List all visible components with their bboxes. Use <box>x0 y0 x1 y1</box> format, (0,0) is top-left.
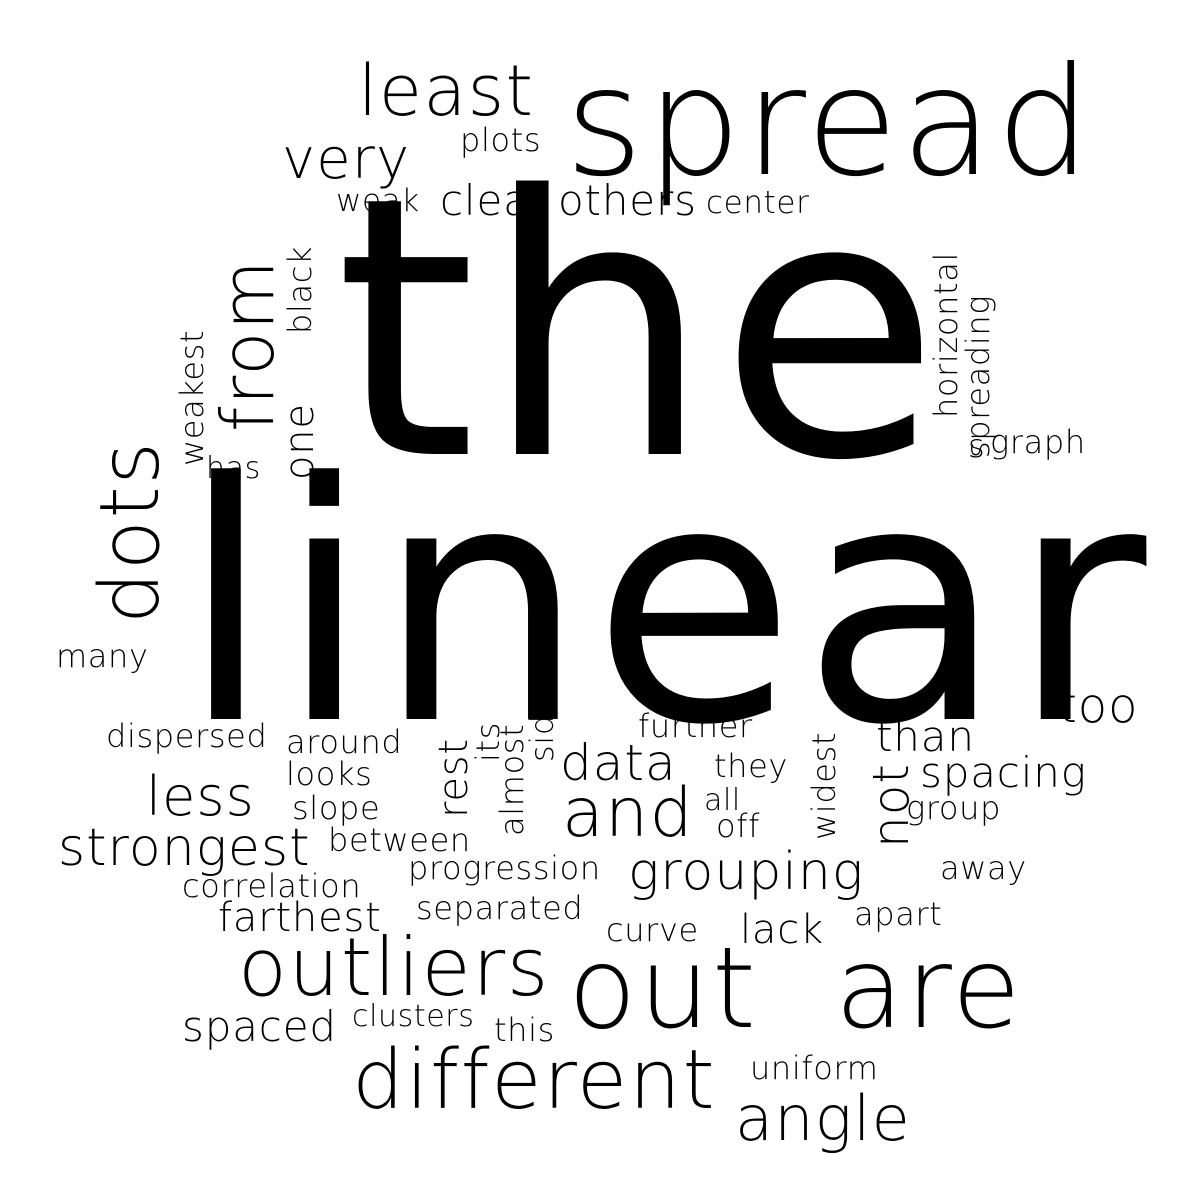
word-center: center <box>706 185 810 221</box>
word-strongest: strongest <box>58 818 311 878</box>
word-correlation: correlation <box>182 867 362 905</box>
word-horizontal: horizontal <box>927 251 965 418</box>
word-dots: dots <box>83 440 178 624</box>
word-slope: slope <box>292 789 381 827</box>
word-spaced: spaced <box>182 1002 337 1051</box>
word-not: not <box>862 763 920 848</box>
word-uniform: uniform <box>750 1049 879 1087</box>
word-spreading: spreading <box>959 294 997 458</box>
word-dispersed: dispersed <box>106 717 268 755</box>
word-less: less <box>146 765 255 828</box>
word-farthest: farthest <box>218 895 382 941</box>
word-clear: clear <box>440 176 548 225</box>
word-than: than <box>876 712 975 761</box>
word-this: this <box>494 1011 555 1049</box>
word-out: out <box>568 924 759 1054</box>
word-group: group <box>906 789 1002 827</box>
word-data: data <box>560 734 677 792</box>
word-spacing: spacing <box>920 748 1087 797</box>
word-off: off <box>716 807 761 845</box>
word-weak: weak <box>336 183 420 219</box>
word-very: very <box>282 127 411 192</box>
word-away: away <box>940 849 1027 887</box>
word-plots: plots <box>460 121 542 159</box>
word-from: from <box>206 258 290 432</box>
word-side: side <box>523 693 561 762</box>
word-angle: angle <box>735 1082 912 1155</box>
word-are: are <box>835 924 1023 1054</box>
word-has: has <box>206 451 261 486</box>
word-others: others <box>558 176 697 225</box>
word-they: they <box>714 747 789 785</box>
word-and: and <box>562 774 695 853</box>
word-many: many <box>56 637 149 675</box>
word-graph: graph <box>990 423 1086 461</box>
word-curve: curve <box>606 911 699 949</box>
word-spread: spread <box>565 36 1095 210</box>
word-apart: apart <box>854 895 943 933</box>
word-different: different <box>352 1033 717 1128</box>
word-all: all <box>704 783 741 818</box>
word-black: black <box>281 245 319 334</box>
word-progression: progression <box>408 849 601 887</box>
word-around: around <box>286 723 403 761</box>
word-lack: lack <box>740 907 824 953</box>
word-grouping: grouping <box>628 842 865 902</box>
word-least: least <box>358 50 535 132</box>
word-rest: rest <box>431 738 477 818</box>
word-linear: linear <box>180 413 1154 797</box>
word-further: further <box>638 707 753 745</box>
word-clusters: clusters <box>352 999 475 1034</box>
word-outliers: outliers <box>238 921 551 1014</box>
word-s: s <box>968 427 986 465</box>
word-the: the <box>335 120 948 539</box>
word-between: between <box>328 821 471 859</box>
word-widest: widest <box>805 731 843 840</box>
word-too: too <box>1058 678 1139 734</box>
word-looks: looks <box>286 755 373 793</box>
word-one: one <box>277 403 323 480</box>
word-separated: separated <box>416 889 584 927</box>
word-weakest: weakest <box>173 329 211 466</box>
